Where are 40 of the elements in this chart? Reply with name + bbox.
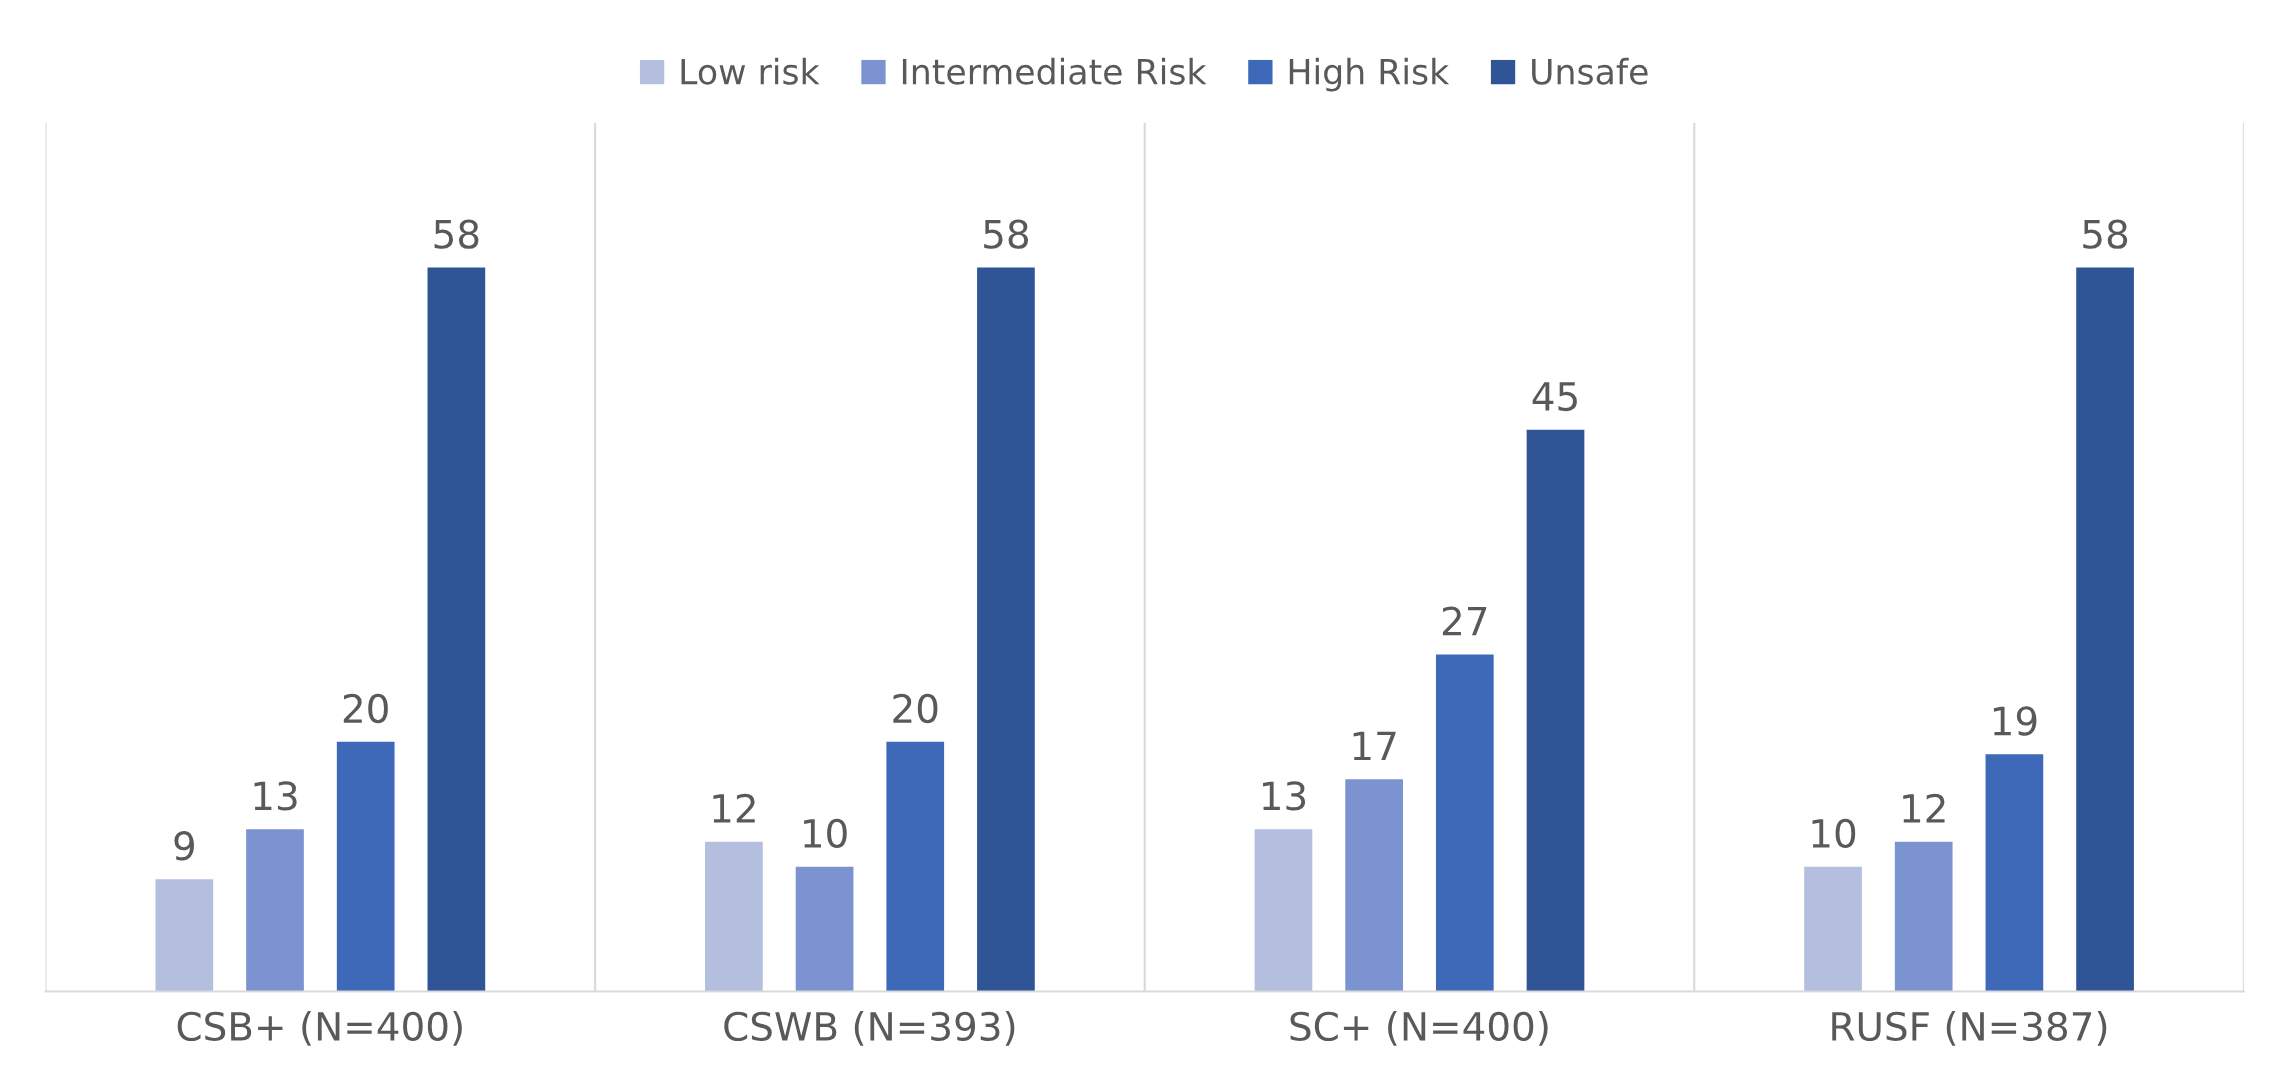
x-tick-label: CSB+ (N=400) bbox=[177, 1011, 462, 1046]
legend-label: Unsafe bbox=[1532, 57, 1648, 85]
bar bbox=[336, 741, 395, 992]
data-label: 10 bbox=[804, 818, 847, 849]
bar bbox=[427, 267, 486, 992]
data-label: 19 bbox=[1993, 706, 2037, 736]
bar bbox=[705, 841, 763, 992]
bar bbox=[155, 879, 214, 992]
data-label: 27 bbox=[1442, 606, 1487, 636]
data-label: 58 bbox=[984, 219, 1029, 249]
legend-label: Intermediate Risk bbox=[902, 57, 1207, 85]
x-tick-label: SC+ (N=400) bbox=[1290, 1011, 1548, 1046]
data-label: 45 bbox=[1532, 382, 1577, 412]
bar bbox=[977, 267, 1035, 992]
bar bbox=[2076, 267, 2134, 992]
legend-label: Low risk bbox=[681, 57, 820, 85]
data-label: 20 bbox=[343, 693, 388, 724]
data-label: 58 bbox=[2083, 219, 2128, 249]
bar bbox=[1345, 779, 1403, 992]
bar bbox=[1435, 654, 1494, 992]
data-label: 12 bbox=[713, 793, 755, 823]
bar bbox=[1526, 429, 1585, 992]
x-tick-label: CSWB (N=393) bbox=[724, 1011, 1015, 1046]
data-label: 9 bbox=[174, 831, 194, 861]
data-label: 13 bbox=[1262, 781, 1306, 811]
bar bbox=[886, 741, 945, 992]
legend-label: High Risk bbox=[1289, 57, 1450, 92]
data-label: 58 bbox=[434, 219, 479, 249]
bar bbox=[795, 866, 854, 992]
bar bbox=[1985, 754, 2044, 992]
data-label: 10 bbox=[1812, 818, 1856, 849]
bar bbox=[1254, 829, 1313, 992]
bar bbox=[246, 829, 304, 992]
x-tick-label: RUSF (N=387) bbox=[1832, 1011, 2107, 1046]
data-label: 20 bbox=[893, 693, 938, 724]
data-label: 13 bbox=[254, 781, 297, 811]
data-label: 17 bbox=[1353, 731, 1396, 761]
data-label: 12 bbox=[1903, 793, 1945, 823]
bar bbox=[1894, 841, 1953, 992]
bar bbox=[1804, 866, 1862, 992]
